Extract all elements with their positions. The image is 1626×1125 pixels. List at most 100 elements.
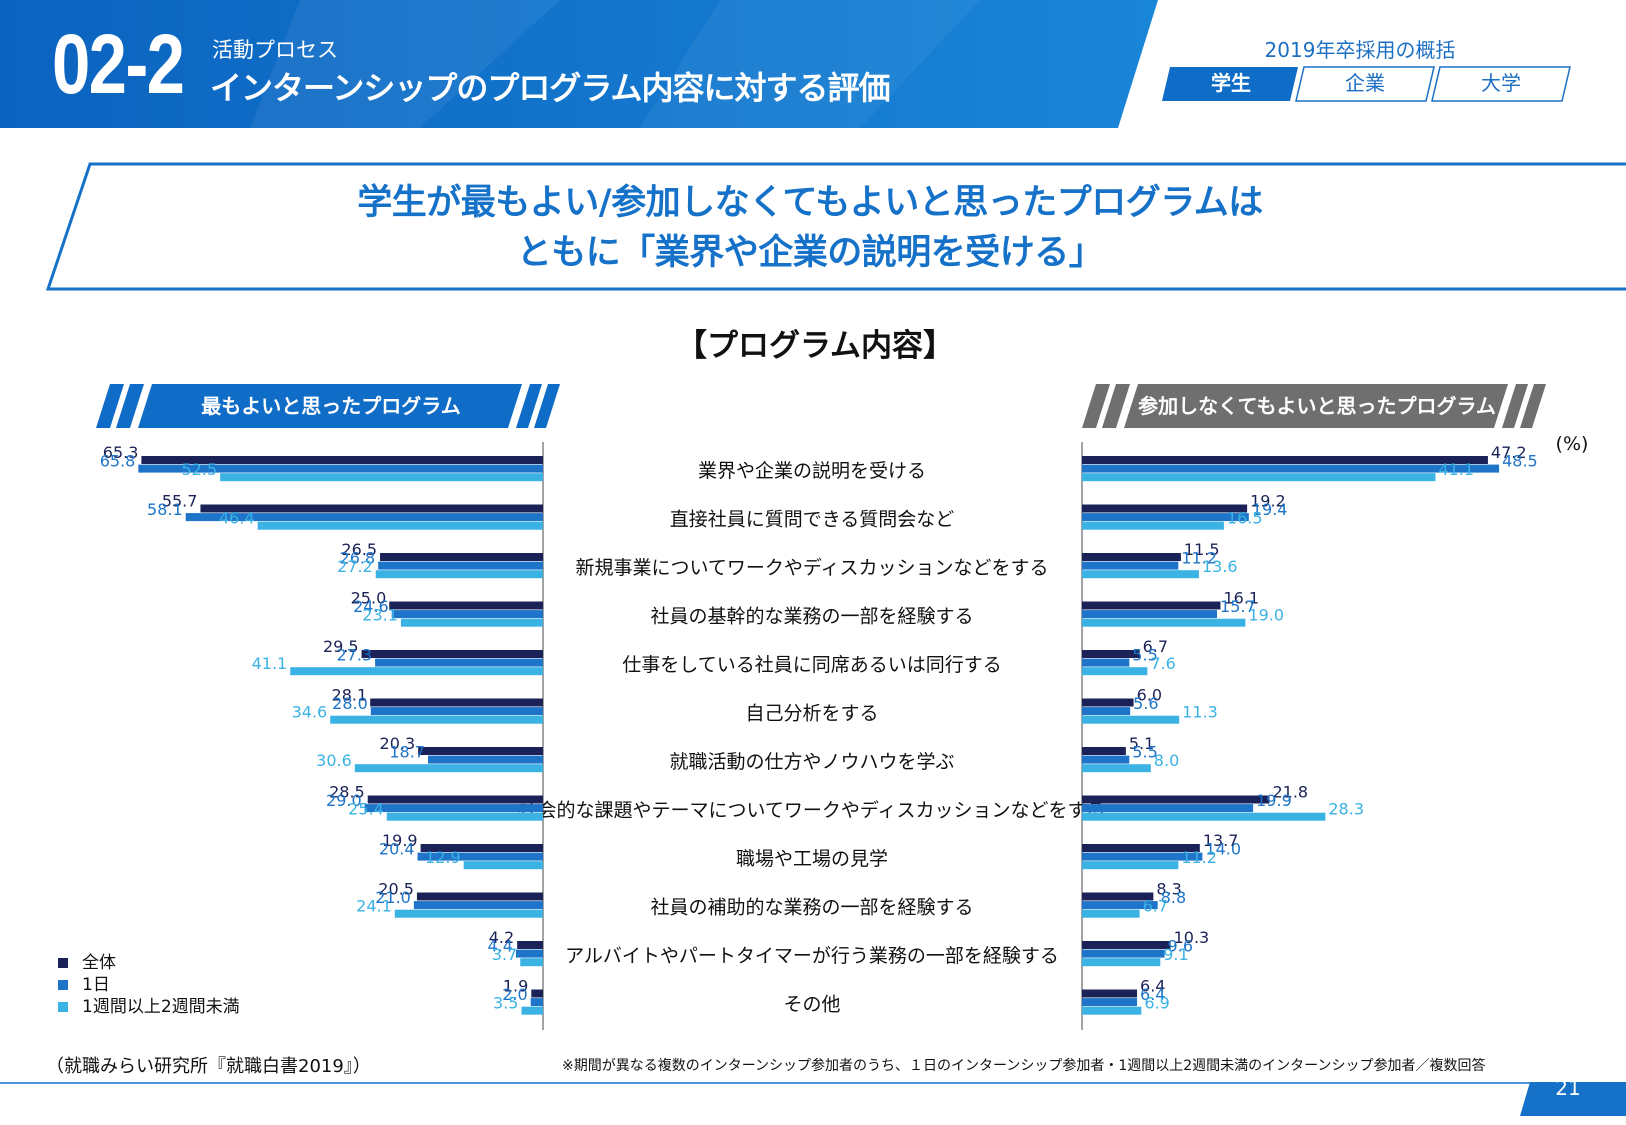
bar-unneeded-1-2weeks: [1082, 473, 1436, 482]
data-label: 26.5: [341, 540, 377, 559]
bar-unneeded-1-2weeks: [1082, 958, 1161, 967]
bar-unneeded-1day: [1082, 755, 1130, 764]
data-label: 19.2: [1250, 492, 1286, 511]
data-label: 29.5: [323, 637, 359, 656]
data-label: 34.6: [292, 703, 328, 722]
right-banner-label: 参加しなくてもよいと思ったプログラム: [1138, 394, 1496, 418]
data-label: 11.3: [1182, 703, 1218, 722]
header-background: [0, 0, 1158, 128]
data-label: 5.1: [1129, 734, 1154, 753]
bar-best-1day: [378, 561, 543, 570]
bar-best-1-2weeks: [521, 1006, 543, 1015]
bar-best-1day: [530, 998, 543, 1007]
bar-unneeded-1day: [1082, 852, 1203, 861]
headline-line-1: 学生が最もよい/参加しなくてもよいと思ったプログラムは: [357, 183, 1263, 223]
data-label: 6.7: [1143, 897, 1168, 916]
bar-unneeded-1day: [1082, 901, 1158, 910]
bar-unneeded-all: [1082, 456, 1488, 464]
data-label: 3.7: [492, 945, 517, 964]
tab-student[interactable]: 学生: [1211, 71, 1251, 95]
bar-best-1-2weeks: [400, 618, 543, 627]
data-label: 3.5: [493, 994, 518, 1013]
data-label: 6.0: [1137, 686, 1162, 705]
data-label: 28.3: [1328, 800, 1364, 819]
category-label: 仕事をしている社員に同席あるいは同行する: [622, 654, 1001, 676]
category-label: 自己分析をする: [745, 703, 878, 725]
data-label: 47.2: [1491, 443, 1527, 462]
data-label: 6.7: [1143, 637, 1168, 656]
data-label: 41.1: [1438, 460, 1474, 479]
data-label: 21.8: [1272, 783, 1308, 802]
bar-unneeded-1-2weeks: [1082, 667, 1148, 676]
bar-best-all: [367, 795, 543, 804]
tab-university[interactable]: 大学: [1481, 71, 1521, 95]
headline: 学生が最もよい/参加しなくてもよいと思ったプログラムは ともに「業界や企業の説明…: [330, 178, 1290, 278]
bar-best-all: [380, 553, 543, 561]
bar-best-1-2weeks: [330, 715, 543, 724]
data-label: 5.6: [1133, 694, 1158, 713]
data-label: 24.1: [356, 897, 392, 916]
footer-line: [0, 1082, 1626, 1116]
data-label: 8.8: [1161, 888, 1186, 907]
data-label: 19.9: [382, 831, 418, 850]
data-label: 25.0: [351, 589, 387, 608]
data-label: 20.4: [379, 840, 415, 859]
left-banner-label: 最もよいと思ったプログラム: [201, 394, 461, 418]
bar-best-1-2weeks: [375, 570, 543, 579]
data-label: 2.0: [502, 985, 527, 1004]
data-label: 65.3: [103, 443, 139, 462]
right-banner: 参加しなくてもよいと思ったプログラム: [1082, 384, 1546, 428]
data-label: 20.3: [380, 734, 416, 753]
bar-best-all: [141, 456, 543, 464]
data-label: 52.5: [182, 460, 218, 479]
data-label: 55.7: [162, 492, 198, 511]
bar-unneeded-1day: [1082, 561, 1179, 570]
bar-unneeded-all: [1082, 941, 1171, 949]
legend-label-all: 全体: [82, 953, 116, 973]
data-label: 11.2: [1181, 848, 1217, 867]
bar-unneeded-all: [1082, 795, 1270, 804]
section-title: インターンシップのプログラム内容に対する評価: [210, 69, 890, 107]
data-label: 19.4: [1252, 500, 1288, 519]
data-label: 65.8: [100, 452, 136, 471]
tab-company[interactable]: 企業: [1345, 71, 1385, 95]
bar-unneeded-all: [1082, 844, 1200, 852]
headline-frame: [0, 160, 1626, 294]
data-label: 18.7: [389, 743, 425, 762]
bar-unneeded-1-2weeks: [1082, 909, 1140, 918]
bar-unneeded-all: [1082, 553, 1181, 561]
bar-unneeded-1-2weeks: [1082, 812, 1326, 821]
data-label: 5.5: [1132, 646, 1157, 665]
overview-label: 2019年卒採用の概括: [1264, 38, 1456, 62]
header-band: 02-2 活動プロセス インターンシップのプログラム内容に対する評価: [0, 0, 1626, 128]
bar-best-all: [418, 747, 543, 755]
unit-label: (%): [1556, 433, 1589, 455]
data-label: 6.4: [1140, 985, 1165, 1004]
bar-best-1-2weeks: [220, 473, 543, 482]
section-category: 活動プロセス: [212, 38, 338, 62]
data-label: 26.8: [340, 549, 376, 568]
data-label: 28.1: [332, 686, 368, 705]
data-label: 28.0: [332, 694, 368, 713]
bar-best-1day: [370, 707, 543, 716]
bar-best-all: [370, 698, 543, 707]
bar-unneeded-1-2weeks: [1082, 764, 1151, 773]
tab-shapes: [1162, 66, 1571, 102]
legend-item-1day: 1日: [58, 974, 240, 996]
bar-unneeded-1-2weeks: [1082, 1006, 1142, 1015]
bar-best-1day: [138, 464, 543, 473]
bar-unneeded-1day: [1082, 949, 1165, 958]
bar-best-1-2weeks: [386, 812, 543, 821]
data-label: 25.4: [348, 800, 384, 819]
program-title: 【プログラム内容】: [675, 328, 955, 364]
bar-best-1day: [427, 755, 543, 764]
data-label: 11.5: [1184, 540, 1220, 559]
data-label: 8.3: [1156, 880, 1181, 899]
bar-best-1-2weeks: [520, 958, 543, 967]
bar-unneeded-1-2weeks: [1082, 521, 1224, 530]
bar-unneeded-1day: [1082, 464, 1500, 473]
bar-best-all: [420, 844, 543, 852]
bar-best-all: [416, 892, 543, 901]
data-label: 7.6: [1150, 654, 1175, 673]
bar-best-1day: [417, 852, 543, 861]
